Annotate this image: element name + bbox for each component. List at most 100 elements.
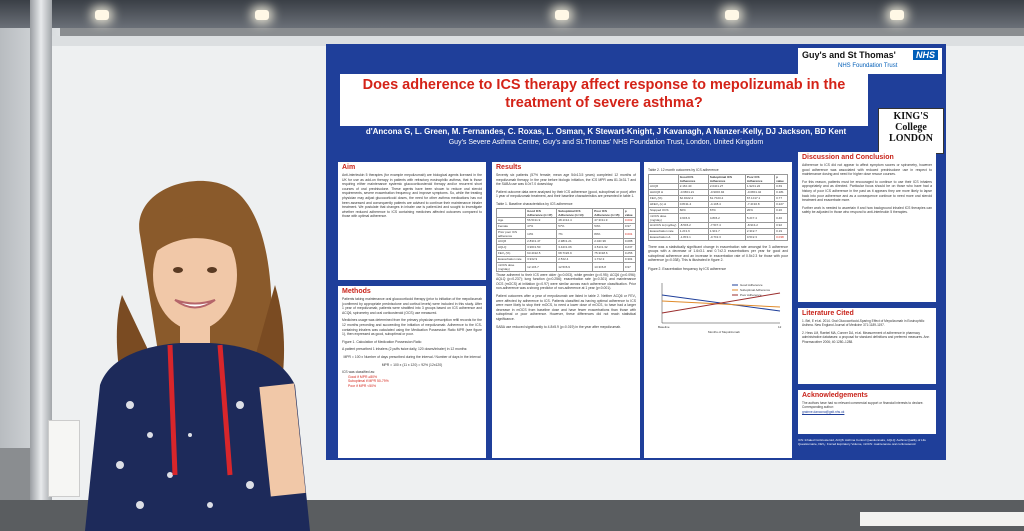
table-cell: 12.5±6.9 bbox=[556, 261, 594, 272]
kcl-logo: KING'S College LONDON bbox=[878, 108, 944, 154]
results-heading: Results bbox=[496, 164, 522, 171]
board-label-strip bbox=[860, 512, 1024, 526]
poster-title: Does adherence to ICS therapy affect res… bbox=[362, 77, 846, 111]
ics-classification: ICS was classified as: bbox=[342, 370, 375, 375]
discussion-section: Discussion and Conclusion Adherence to I… bbox=[798, 152, 936, 302]
table-header-cell: Poor ICS Adherence bbox=[744, 173, 776, 184]
aim-heading: Aim bbox=[342, 164, 356, 171]
table-header-cell bbox=[648, 173, 679, 184]
table-row: ΔFEV₁ (L) Δ 0.8±11.4 -4.1±8.4 -7.4±16.8 0.22… bbox=[648, 200, 788, 208]
table-header-cell: Poor ICS Adherence (n=15) bbox=[592, 207, 624, 218]
table-cell: 0.46 bbox=[774, 212, 788, 223]
outcomes-table: Good ICS Adherence Suboptimal ICS Adheren… bbox=[648, 173, 788, 241]
table-cell: mOCS dose (mg/day) bbox=[495, 261, 527, 272]
table-cell: Exacerbation Δ bbox=[648, 233, 679, 241]
nhs-trust-name: NHS Foundation Trust bbox=[838, 63, 898, 69]
ics-good: Good if MPR ≥80% bbox=[348, 374, 377, 379]
table1-caption: Table 1. Baseline characteristics by ICS… bbox=[496, 201, 573, 206]
ceiling-light bbox=[95, 10, 109, 20]
outcomes-text: There was a statistically significant ch… bbox=[648, 244, 788, 263]
results-section: Results Seventy six patients (57% female… bbox=[492, 162, 640, 458]
literature-heading: Literature Cited bbox=[802, 310, 854, 317]
table-row: Exacerbation Δ -1.8±3.1 -0.7±2.3 0.5±2.3 0.0… bbox=[648, 233, 788, 241]
results-text: Patient outcome data were analysed by th… bbox=[496, 189, 636, 199]
poster-board-edge bbox=[52, 36, 1024, 46]
poster-affiliation: Guy's Severe Asthma Centre, Guy's and St… bbox=[448, 139, 764, 146]
display-pole bbox=[30, 0, 52, 531]
baseline-table: Good ICS Adherence (n=47) Suboptimal ICS … bbox=[495, 207, 637, 272]
legend-label: Suboptimal Adherence bbox=[740, 288, 771, 292]
table-header-row: Good ICS Adherence (n=47) Suboptimal ICS … bbox=[495, 207, 637, 218]
table-cell: 0.038 bbox=[774, 233, 788, 241]
paper-note bbox=[48, 420, 80, 497]
ics-poor: Poor if MPR <50% bbox=[348, 383, 376, 388]
legend-label: Poor Adherence bbox=[740, 293, 762, 297]
figure1-text: A patient prescribed 1 inhalers (2 puffs… bbox=[342, 347, 468, 352]
table-cell: -1.8±3.1 bbox=[677, 233, 709, 241]
methods-text: Medicines usage was determined from the … bbox=[342, 318, 482, 337]
x-tick-label: Baseline bbox=[658, 325, 670, 329]
table-cell: 0.5±2.3 bbox=[744, 233, 776, 241]
discussion-heading: Discussion and Conclusion bbox=[802, 154, 894, 161]
table-header-cell: p value bbox=[774, 173, 788, 184]
table-row: mOCS dose (mg/day) 12.1±6.7 12.5±6.9 13.3±6… bbox=[495, 261, 637, 272]
table-cell: 12.1±6.7 bbox=[525, 261, 558, 272]
corresponding-label: Corresponding author: bbox=[802, 405, 834, 410]
corresponding-email: grainne.dancona@gstt.nhs.uk bbox=[802, 409, 845, 414]
table-row: Female 47% 57% 53% 0.97 bbox=[495, 222, 637, 230]
table-header-cell bbox=[495, 207, 527, 218]
table2-caption: Table 2. 12 month outcomes by ICS adhere… bbox=[648, 168, 719, 172]
ceiling-light bbox=[255, 10, 269, 20]
table-cell: -0.7±2.3 bbox=[707, 233, 746, 241]
poster-header: Guy's and St Thomas' NHS NHS Foundation … bbox=[326, 44, 946, 146]
title-box: Does adherence to ICS therapy affect res… bbox=[340, 74, 868, 126]
table-row: Prior poor ICS adherence 13% 7% 80% 0.001 bbox=[495, 228, 637, 239]
kcl-logo-text: KING'S College LONDON bbox=[889, 111, 933, 144]
discussion-text: Adherence to ICS did not appear to affec… bbox=[802, 163, 932, 177]
table-header-cell: Suboptimal ICS Adherence bbox=[707, 173, 746, 184]
table-cell: Prior poor ICS adherence bbox=[495, 228, 527, 239]
nhs-trust-logo: Guy's and St Thomas' NHS NHS Foundation … bbox=[798, 48, 942, 74]
mpr-example: MPR = 100 x (11 x 120) = 92% (12x120) bbox=[381, 362, 443, 367]
table-cell: 80% bbox=[592, 228, 624, 239]
figure1-caption: Figure 1. Calculation of Medication Poss… bbox=[342, 339, 422, 344]
table-cell: mOCS dose (mg/day) bbox=[648, 212, 679, 223]
reference-item: 2. Hess LM, Raebel MA, Conner DA, et al.… bbox=[802, 330, 930, 344]
outcomes-section: Table 2. 12 month outcomes by ICS adhere… bbox=[644, 162, 792, 458]
table-row: AQLQ 3.96±1.50 3.42±1.06 4.51±1.32 0.237 bbox=[495, 243, 637, 251]
discussion-text: Further work is needed to ascertain if a… bbox=[802, 205, 932, 215]
presenter-person bbox=[85, 180, 310, 531]
research-poster: Guy's and St Thomas' NHS NHS Foundation … bbox=[326, 44, 946, 460]
table-header-cell: Suboptimal ICS Adherence (n=14) bbox=[556, 207, 594, 218]
mpr-formula: MPR = 100 x Number of days prescribed du… bbox=[343, 354, 481, 359]
table-cell: 4.8±6.2 bbox=[707, 212, 746, 223]
table-header-row: Good ICS Adherence Suboptimal ICS Adheren… bbox=[648, 173, 788, 184]
ics-suboptimal: Suboptimal if MPR 50-79% bbox=[348, 379, 389, 384]
table-row: ΔACQ6 Δ -0.68±1.21 -0.90±0.94 -0.08±1.42 0.1… bbox=[648, 188, 788, 196]
acknowledgements-heading: Acknowledgements bbox=[802, 392, 868, 399]
legend-label: Good Adherence bbox=[740, 283, 763, 287]
acknowledgements-text: The authors have had no relevant commerc… bbox=[802, 401, 924, 405]
ceiling-light bbox=[555, 10, 569, 20]
table-cell: 13.3±6.8 bbox=[592, 261, 624, 272]
ceiling bbox=[0, 0, 1024, 28]
table-cell: 3.6±6.9 bbox=[677, 212, 709, 223]
results-text: Those adherent to their ICS were older (… bbox=[496, 272, 636, 291]
abbreviations-footnote: ICS: Inhaled Corticosteroid, ACQ6: Asthm… bbox=[798, 438, 926, 446]
reference-item: 1. Bel, E et al. 2014. Oral Glucocortico… bbox=[802, 319, 925, 328]
nhs-logo-mark: NHS bbox=[912, 50, 938, 60]
poster-authors: d'Ancona G, L. Green, M. Fernandes, C. R… bbox=[365, 127, 847, 136]
nhs-name: Guy's and St Thomas' bbox=[802, 50, 896, 60]
methods-section: Methods Patients taking maintenance oral… bbox=[338, 286, 486, 458]
table-cell: 5.2±7.4 bbox=[744, 212, 776, 223]
table-cell: 13% bbox=[525, 228, 558, 239]
table-header-cell: p value bbox=[622, 207, 637, 218]
table-cell: 0.001 bbox=[622, 228, 637, 239]
ceiling-light bbox=[725, 10, 739, 20]
x-tick-label: 12 bbox=[778, 325, 782, 329]
results-text: Patient outcomes after a year of mepoliz… bbox=[496, 293, 636, 321]
methods-heading: Methods bbox=[342, 288, 371, 295]
table-header-cell: Good ICS Adherence (n=47) bbox=[525, 207, 558, 218]
x-axis-label: Months of Mepolizumab bbox=[708, 330, 740, 334]
